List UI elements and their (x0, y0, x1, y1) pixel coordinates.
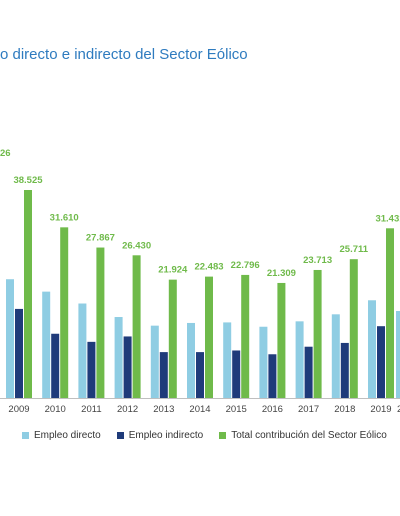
tick-label-2018: 2018 (334, 404, 355, 415)
legend-swatch-indirect (116, 432, 124, 439)
tick-label-2013: 2013 (153, 404, 174, 415)
tick-label-2009: 2009 (8, 404, 29, 415)
data-label-total-2012: 26.430 (122, 240, 151, 251)
bar-total-2014 (205, 276, 213, 398)
bar-direct-2016 (259, 326, 268, 398)
bar-indirect-2011 (87, 341, 96, 398)
legend-label-direct: Empleo directo (34, 430, 101, 441)
bar-indirect-2013 (159, 352, 168, 398)
bar-indirect-2018 (340, 342, 349, 398)
bar-total-2015 (241, 274, 250, 398)
tick-label-2015: 2015 (226, 404, 247, 415)
bar-indirect-2015 (232, 350, 241, 398)
bar-total-2009 (24, 190, 32, 398)
bar-total-2012 (132, 255, 141, 398)
data-label-total-2017: 23.713 (303, 255, 332, 266)
legend-label-indirect: Empleo indirecto (128, 430, 204, 441)
bar-direct-2017 (295, 321, 304, 398)
bar-direct-2011 (78, 303, 87, 398)
tick-label-2011: 2011 (81, 404, 101, 415)
data-label-total-2009: 38.525 (13, 175, 43, 186)
bar-indirect-2012 (123, 336, 132, 398)
bar-indirect-2019 (377, 326, 385, 398)
legend-swatch-total (219, 432, 227, 439)
bar-direct-2009 (6, 279, 14, 398)
tick-label-2014: 2014 (189, 404, 210, 415)
data-label-total-2010: 31.610 (50, 212, 79, 223)
tick-label-2010: 2010 (45, 404, 66, 415)
bar-indirect-2014 (196, 352, 204, 398)
tick-label-2012: 2012 (117, 404, 138, 415)
data-label-total-2013: 21.924 (158, 265, 188, 276)
legend-label-total: Total contribución del Sector Eólico (231, 430, 387, 441)
bar-direct-2018 (331, 314, 340, 398)
legend: Empleo directo Empleo indirecto Total co… (22, 430, 387, 441)
bar-total-2018 (349, 259, 358, 398)
legend-swatch-direct (22, 432, 29, 439)
tick-label-2016: 2016 (262, 404, 283, 415)
tick-label-2017: 2017 (298, 404, 319, 415)
bar-direct-2014 (187, 322, 195, 398)
legend-item-indirect: Empleo indirecto (116, 430, 204, 441)
tick-label-partial-right: 2 (397, 404, 400, 415)
bar-total-2016 (277, 282, 286, 398)
bar-indirect-2016 (268, 354, 277, 398)
bar-total-2010 (60, 227, 69, 398)
legend-item-total: Total contribución del Sector Eólico (219, 430, 387, 441)
bar-total-2011 (96, 247, 105, 398)
data-label-total-2015: 22.796 (231, 260, 260, 271)
tick-label-2019: 2019 (370, 404, 391, 415)
data-label-total-2016: 21.309 (267, 268, 296, 279)
chart-title: o directo e indirecto del Sector Eólico (0, 46, 248, 63)
data-label-total-2018: 25.711 (340, 244, 369, 255)
bar-direct-2010 (42, 291, 51, 398)
bar-direct-2013 (150, 325, 159, 398)
data-label-total-2019: 31.431 (375, 213, 400, 224)
bar-indirect-2010 (51, 333, 60, 398)
bar-partial-right (396, 311, 400, 398)
data-label-partial-left: 26 (0, 148, 11, 159)
bar-indirect-2017 (304, 346, 313, 398)
bar-indirect-2009 (15, 308, 23, 398)
data-label-total-2014: 22.483 (194, 262, 223, 273)
bar-direct-2019 (368, 300, 376, 398)
bar-total-2013 (168, 279, 177, 398)
bar-total-2019 (386, 228, 394, 398)
data-label-total-2011: 27.867 (86, 233, 115, 244)
bar-direct-2015 (223, 322, 232, 398)
bar-total-2017 (313, 269, 322, 398)
legend-item-direct: Empleo directo (22, 430, 101, 441)
bar-direct-2012 (114, 317, 123, 398)
